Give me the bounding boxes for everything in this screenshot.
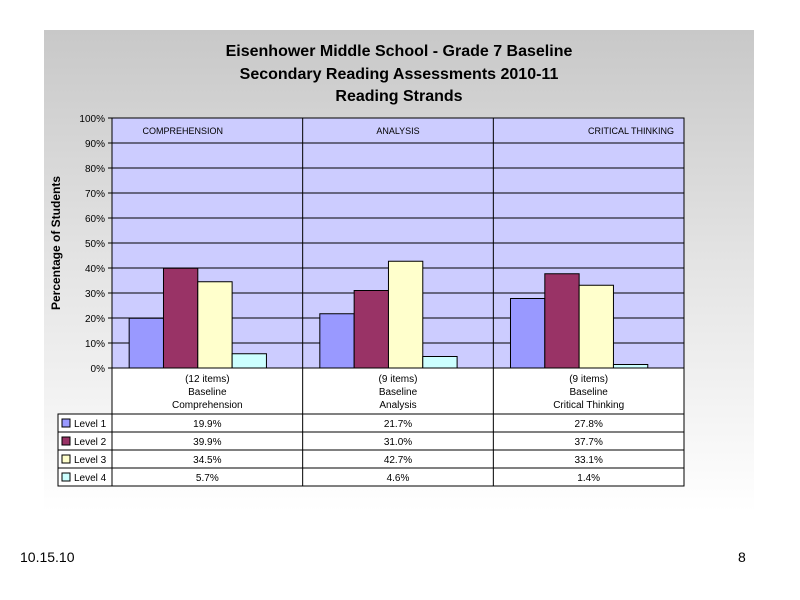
y-tick-label: 40%	[85, 264, 105, 275]
y-tick-label: 50%	[85, 239, 105, 250]
data-value-label: 21.7%	[384, 419, 412, 430]
bar-level-3	[387, 260, 424, 369]
y-tick-label: 90%	[85, 139, 105, 150]
legend-swatch	[61, 418, 71, 428]
footer-page-number: 8	[738, 549, 746, 565]
legend-label: Level 1	[74, 419, 107, 430]
category-label: Critical Thinking	[553, 400, 624, 411]
bar-level-2	[544, 273, 580, 369]
category-label: Analysis	[379, 400, 416, 411]
data-value-label: 33.1%	[574, 455, 602, 466]
section-label: COMPREHENSION	[143, 126, 224, 136]
y-tick-label: 80%	[85, 164, 105, 175]
y-tick-label: 100%	[79, 114, 105, 125]
bar-level-4	[612, 364, 649, 369]
data-value-label: 27.8%	[574, 419, 602, 430]
legend-swatch	[61, 436, 71, 446]
footer-date: 10.15.10	[20, 549, 75, 565]
legend-swatch	[61, 472, 71, 482]
legend-label: Level 4	[74, 473, 107, 484]
chart-svg: 0% 10% 20% 30% 40% 50% 60% 70% 80% 90% 100% Percent…	[49, 114, 685, 487]
bar-level-4	[231, 353, 267, 369]
category-label: (9 items)	[569, 374, 608, 385]
category-label: (12 items)	[185, 374, 229, 385]
y-tick-label: 20%	[85, 314, 105, 325]
legend-label: Level 3	[74, 455, 107, 466]
chart-title-line-1: Eisenhower Middle School - Grade 7 Basel…	[225, 43, 573, 60]
data-value-label: 37.7%	[574, 437, 602, 448]
section-label: CRITICAL THINKING	[588, 126, 674, 136]
y-tick-label: 0%	[91, 364, 106, 375]
category-label: Baseline	[188, 387, 227, 398]
y-tick-label: 30%	[85, 289, 105, 300]
bar-level-2	[162, 267, 199, 369]
chart-title-line-3: Reading Strands	[335, 88, 463, 105]
category-label-box	[111, 367, 685, 415]
bar-level-1	[128, 317, 164, 369]
y-tick-label: 70%	[85, 189, 105, 200]
bar-level-1	[319, 313, 355, 369]
data-value-label: 42.7%	[384, 455, 412, 466]
category-label: Baseline	[379, 387, 418, 398]
y-tick-label: 60%	[85, 214, 105, 225]
y-tick-label: 10%	[85, 339, 105, 350]
category-label: Comprehension	[172, 400, 243, 411]
bar-level-2	[353, 290, 389, 369]
bar-level-3	[197, 281, 233, 369]
category-label: Baseline	[569, 387, 608, 398]
category-label: (9 items)	[379, 374, 418, 385]
bar-level-4	[422, 356, 458, 369]
section-label: ANALYSIS	[376, 126, 419, 136]
bar-level-3	[578, 284, 614, 369]
data-value-label: 31.0%	[384, 437, 412, 448]
y-axis-title: Percentage of Students	[49, 176, 63, 310]
data-value-label: 4.6%	[387, 473, 410, 484]
bar-level-1	[509, 298, 546, 369]
data-value-label: 19.9%	[193, 419, 221, 430]
legend-swatch	[61, 454, 71, 464]
chart-title-line-2: Secondary Reading Assessments 2010-11	[239, 66, 559, 83]
data-value-label: 5.7%	[196, 473, 219, 484]
legend-label: Level 2	[74, 437, 107, 448]
chart-panel: Eisenhower Middle School - Grade 7 Basel…	[44, 30, 754, 512]
data-value-label: 39.9%	[193, 437, 221, 448]
data-value-label: 34.5%	[193, 455, 221, 466]
data-value-label: 1.4%	[577, 473, 600, 484]
